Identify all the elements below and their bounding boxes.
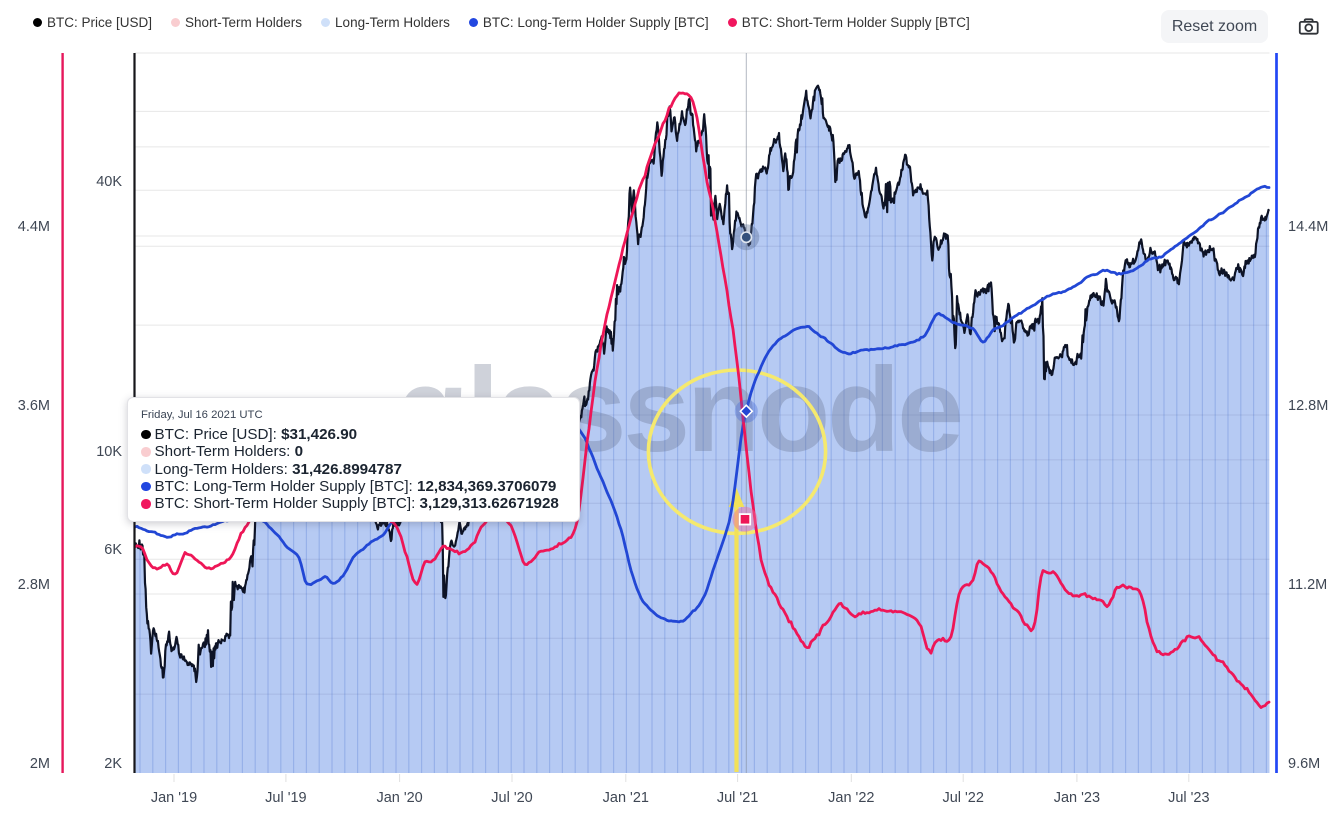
svg-text:11.2M: 11.2M [1288, 577, 1327, 593]
svg-text:Jan '22: Jan '22 [828, 790, 874, 806]
svg-text:Jul '23: Jul '23 [1168, 790, 1209, 806]
svg-text:Jan '23: Jan '23 [1054, 790, 1100, 806]
svg-text:2M: 2M [30, 756, 50, 772]
svg-text:9.6M: 9.6M [1288, 756, 1320, 772]
svg-text:Jan '19: Jan '19 [151, 790, 197, 806]
svg-text:Jan '20: Jan '20 [376, 790, 422, 806]
svg-text:2.8M: 2.8M [18, 577, 50, 593]
svg-text:Jul '22: Jul '22 [942, 790, 983, 806]
svg-text:Jul '19: Jul '19 [265, 790, 306, 806]
svg-text:12.8M: 12.8M [1288, 398, 1328, 414]
svg-text:Jan '21: Jan '21 [603, 790, 649, 806]
svg-text:Jul '20: Jul '20 [491, 790, 532, 806]
svg-text:6K: 6K [104, 542, 122, 558]
svg-text:40K: 40K [96, 174, 122, 190]
svg-text:14.4M: 14.4M [1288, 219, 1328, 235]
svg-text:4.4M: 4.4M [18, 219, 50, 235]
svg-text:2K: 2K [104, 756, 122, 772]
svg-text:10K: 10K [96, 444, 122, 460]
svg-text:3.6M: 3.6M [18, 398, 50, 414]
svg-text:Jul '21: Jul '21 [717, 790, 758, 806]
